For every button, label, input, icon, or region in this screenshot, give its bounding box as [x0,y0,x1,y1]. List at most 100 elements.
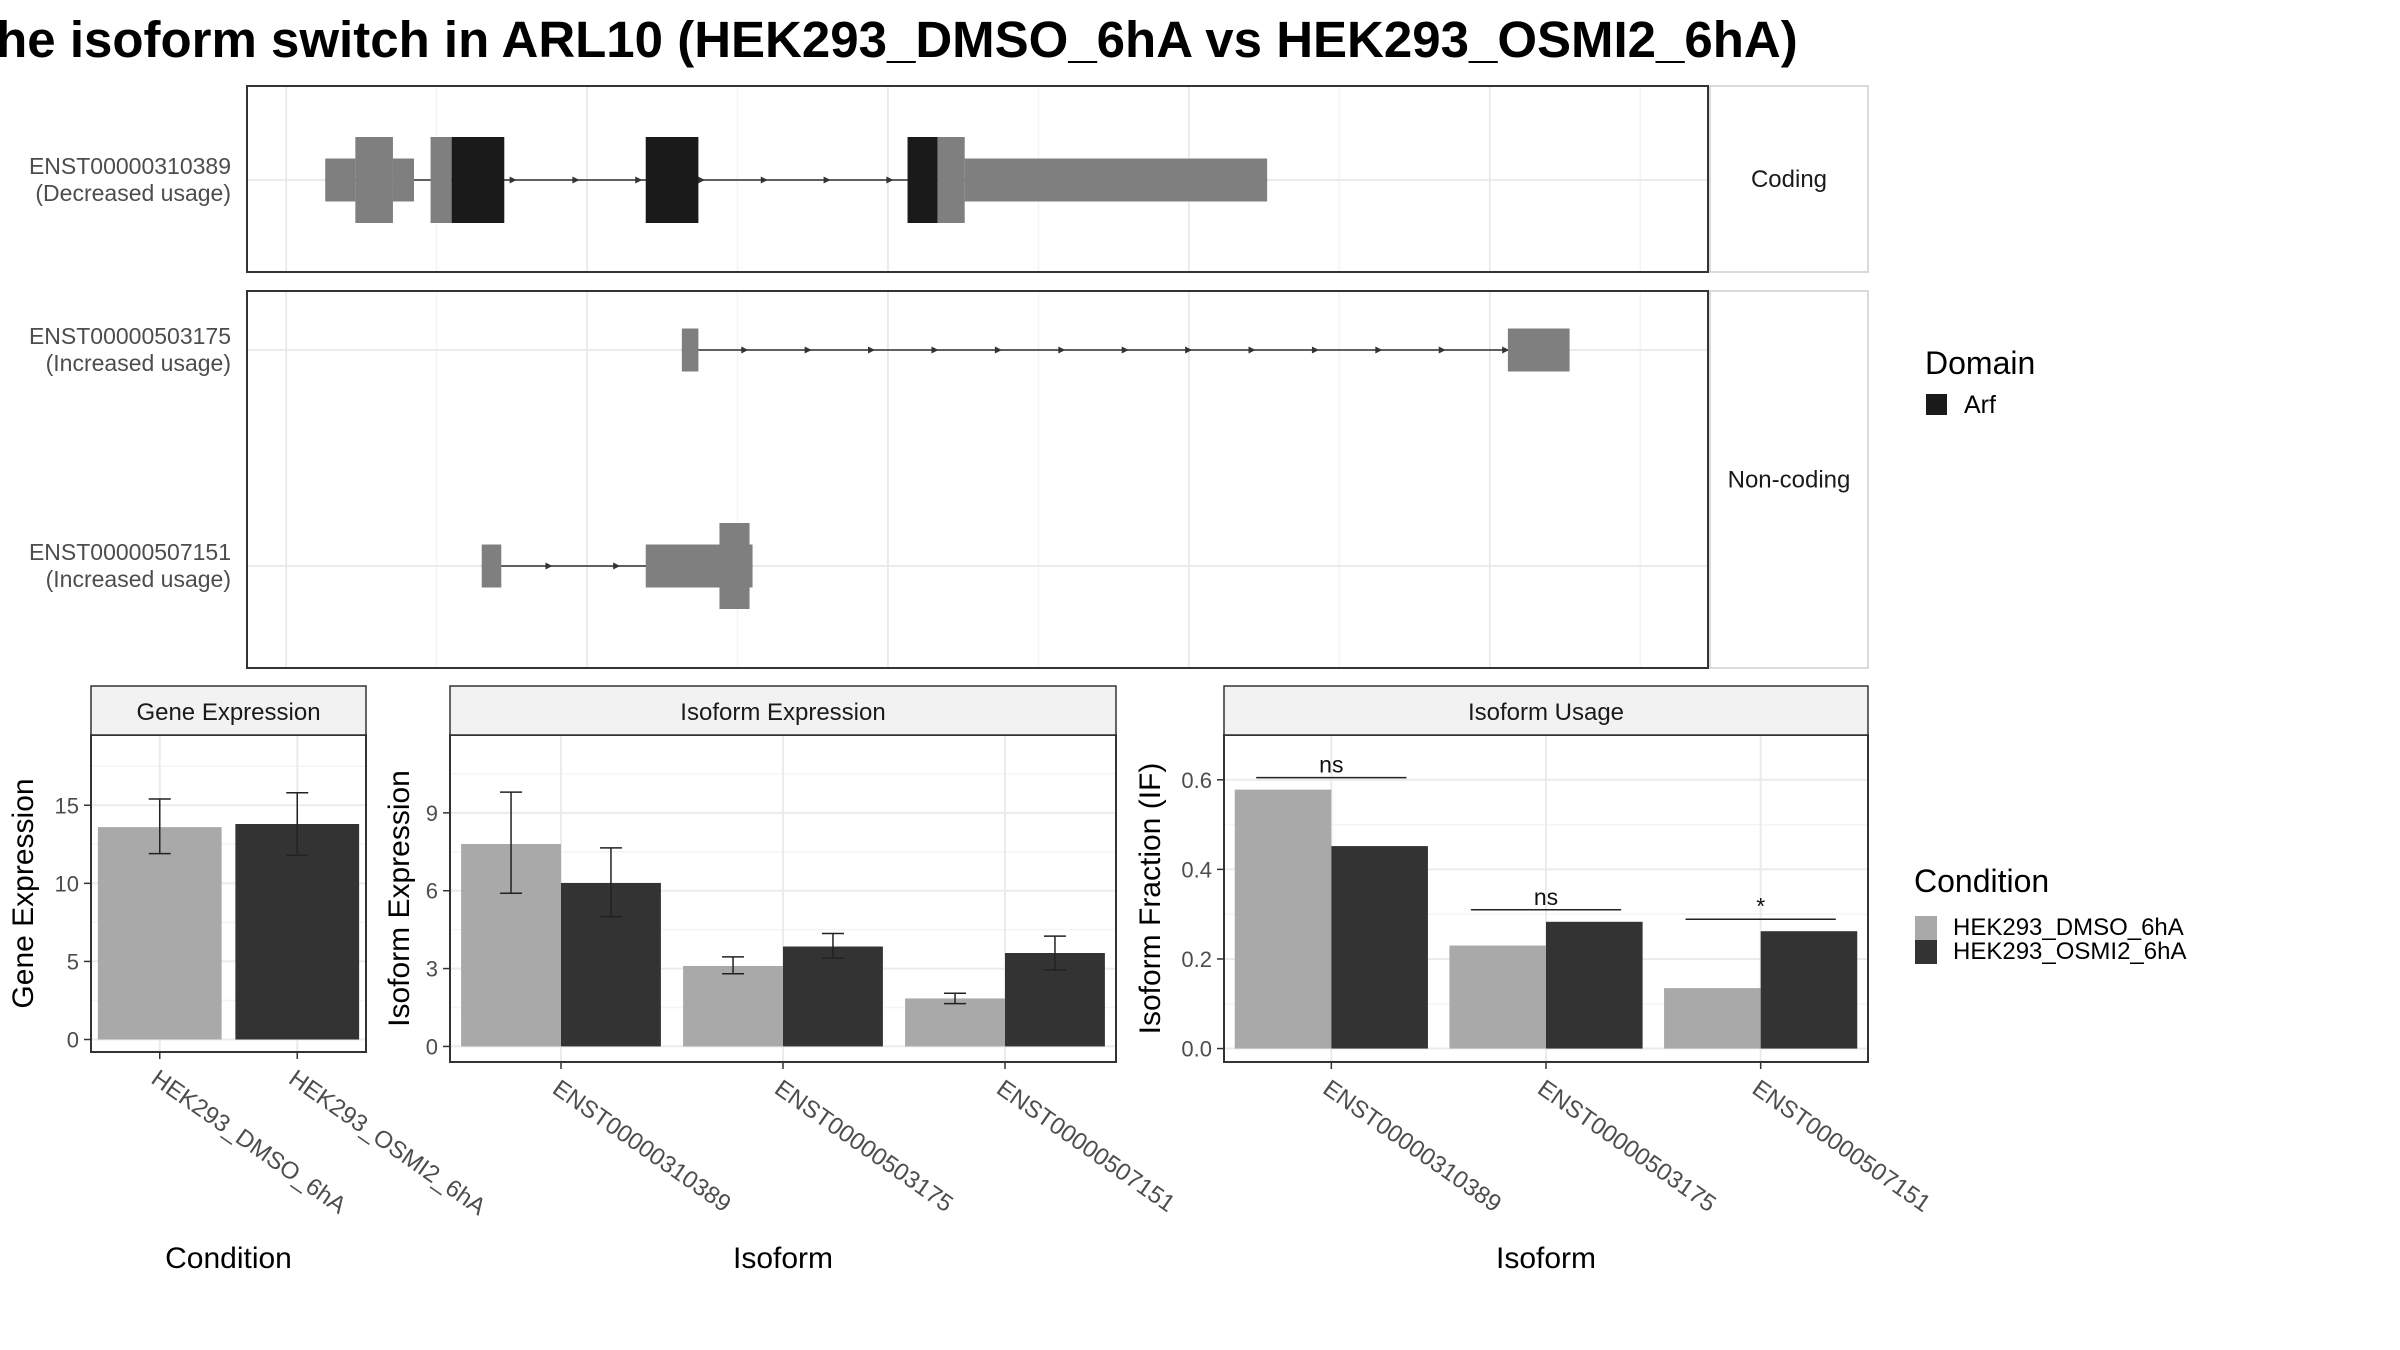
bar-enst00000503175-1 [783,946,883,1047]
panel-strip-title: Gene Expression [136,699,320,726]
y-tick-label: 0 [67,1028,79,1053]
transcript-structure-plot: ENST00000310389(Decreased usage) Coding EN… [29,85,1869,669]
exon-block [355,137,393,223]
y-tick-label: 15 [55,793,79,818]
intron-direction-arrow [823,176,831,184]
facet-strip-label: Coding [1751,166,1827,193]
exon-block [964,158,1268,202]
intron-direction-arrow [1248,346,1256,354]
condition-legend-label: HEK293_OSMI2_6hA [1953,938,2186,965]
condition-legend-swatch [1915,940,1937,964]
intron-direction-arrow [1438,346,1446,354]
facet-strip [1709,85,1869,273]
exon-block [481,544,502,588]
intron-direction-arrow [1502,346,1510,354]
intron-direction-arrow [1058,346,1066,354]
intron-direction-arrow [509,176,517,184]
intron-direction-arrow [1185,346,1193,354]
bar-enst00000310389-1 [1331,846,1428,1049]
y-tick-label: 3 [426,957,438,982]
y-tick-label: 0 [426,1034,438,1059]
transcript-usage-label: (Increased usage) [46,350,231,376]
x-axis-title: Condition [165,1242,292,1275]
bar-enst00000507151-1 [1760,931,1858,1049]
legends: Domain Arf Condition HEK293_DMSO_6hAHEK293_… [1914,345,2186,965]
intron-direction-arrow [741,346,749,354]
transcript-id-label: ENST00000503175 [29,323,231,349]
intron-direction-arrow [1311,346,1319,354]
bar-hek293-osmi2-6ha [235,824,360,1040]
panel-strip [1223,685,1869,736]
x-tick-label: ENST00000503175 [1533,1075,1721,1218]
facet-strip [1709,290,1869,669]
intron-direction-arrow [635,176,643,184]
transcript-panel-bg [247,291,1708,668]
intron-direction-arrow [545,562,553,570]
intron-direction-arrow [868,346,876,354]
x-tick-label: ENST00000503175 [770,1075,958,1218]
significance-label: ns [1534,884,1558,910]
condition-legend-swatch [1915,916,1937,940]
facet-strip-label: Non-coding [1728,467,1851,494]
transcript-usage-label: (Increased usage) [46,566,231,592]
exon-block [719,523,750,609]
exon-block [681,328,699,372]
bar-enst00000503175-1 [1546,921,1643,1049]
bar-hek293-dmso-6ha [97,827,222,1040]
transcript-panel-border [246,85,1709,273]
panel-strip [90,685,367,736]
x-tick-label: ENST00000507151 [992,1075,1180,1218]
figure-title: The isoform switch in ARL10 (HEK293_DMSO… [0,11,1798,68]
condition-legend-label: HEK293_DMSO_6hA [1953,914,2184,941]
domain-legend-title: Domain [1925,345,2035,381]
x-tick-label: ENST00000310389 [548,1075,736,1218]
y-axis-title: Isoform Fraction (IF) [1134,763,1167,1035]
x-tick-label: ENST00000310389 [1318,1075,1506,1218]
panel-strip [449,685,1117,736]
arf-domain-block [645,137,699,223]
intron-direction-arrow [1375,346,1383,354]
intron-direction-arrow [760,176,768,184]
panel-strip-title: Isoform Expression [680,699,885,726]
arf-domain-block [907,137,938,223]
arf-domain-block [451,137,505,223]
significance-label: ns [1319,752,1343,778]
intron-direction-arrow [613,562,621,570]
y-tick-label: 0.0 [1181,1037,1212,1062]
transcript-id-label: ENST00000310389 [29,153,231,179]
y-axis-title: Gene Expression [7,778,40,1008]
exon-block [937,137,965,223]
intron-direction-arrow [572,176,580,184]
y-tick-label: 9 [426,801,438,826]
exon-block [430,137,452,223]
y-axis-title: Isoform Expression [383,770,416,1027]
x-axis-title: Isoform [1496,1242,1596,1275]
condition-legend-title: Condition [1914,863,2049,899]
y-tick-label: 0.2 [1181,947,1212,972]
domain-legend-swatch [1926,394,1947,415]
significance-label: * [1756,893,1765,919]
y-tick-label: 10 [55,871,79,896]
bar-enst00000310389-0 [1234,789,1332,1049]
intron-direction-arrow [698,176,706,184]
y-tick-label: 6 [426,879,438,904]
intron-direction-arrow [1121,346,1129,354]
y-tick-label: 5 [67,949,79,974]
transcript-panel-border [246,290,1709,669]
domain-legend-label: Arf [1964,391,1996,419]
intron-direction-arrow [886,176,894,184]
bar-enst00000507151-0 [1664,988,1761,1049]
bar-enst00000503175-0 [1449,945,1546,1049]
exon-block [392,158,415,202]
bar-enst00000503175-0 [683,965,783,1047]
transcript-id-label: ENST00000507151 [29,539,231,565]
exon-block [1507,328,1570,372]
bar-enst00000507151-0 [905,998,1005,1047]
intron-direction-arrow [804,346,812,354]
y-tick-label: 0.6 [1181,768,1212,793]
panel-strip-title: Isoform Usage [1468,699,1624,726]
intron-direction-arrow [994,346,1002,354]
y-tick-label: 0.4 [1181,857,1212,882]
x-tick-label: ENST00000507151 [1747,1075,1935,1218]
